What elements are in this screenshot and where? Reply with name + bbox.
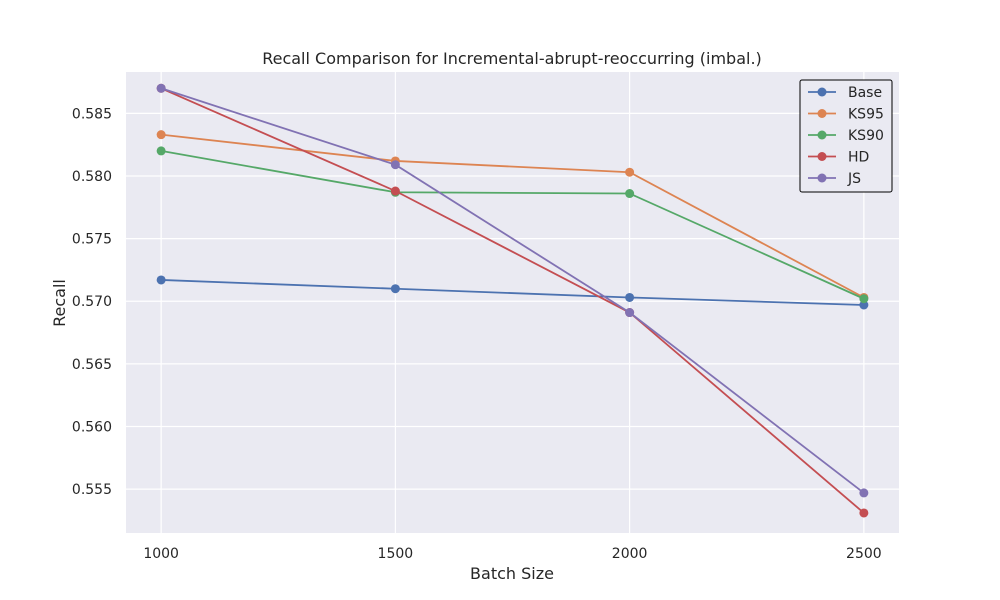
data-point-hd: [859, 508, 869, 518]
y-axis-ticks: 0.555 0.560 0.565 0.570 0.575 0.580 0.585: [72, 106, 112, 498]
y-tick-label: 0.560: [72, 420, 112, 436]
data-point-ks95: [156, 130, 166, 140]
series-base: [156, 275, 869, 310]
legend-marker-ks95: [817, 109, 827, 118]
data-point-base: [390, 284, 400, 294]
x-tick-label: 2500: [846, 546, 882, 562]
series-line-base: [161, 279, 864, 306]
y-tick-label: 0.555: [72, 482, 112, 498]
legend-label-ks90: KS90: [848, 128, 884, 144]
legend-marker-hd: [817, 152, 827, 161]
y-tick-label: 0.585: [72, 106, 112, 122]
y-tick-label: 0.570: [72, 294, 112, 310]
chart-title: Recall Comparison for Incremental-abrupt…: [262, 49, 762, 68]
x-axis-ticks: 1000 1500 2000 2500: [143, 546, 881, 562]
series-line-ks90: [160, 150, 865, 300]
data-point-ks90: [156, 146, 166, 156]
legend-marker-ks90: [817, 130, 827, 140]
legend-marker-base: [817, 87, 827, 97]
data-point-base: [156, 275, 166, 285]
legend-label-hd: HD: [848, 150, 869, 166]
series-layer: [156, 83, 869, 518]
x-tick-label: 1500: [378, 546, 414, 562]
data-point-hd: [390, 186, 400, 196]
data-point-ks90: [625, 189, 635, 199]
data-point-js: [625, 308, 635, 318]
data-point-ks95: [625, 167, 635, 177]
data-point-base: [625, 292, 635, 302]
series-js: [156, 83, 869, 498]
data-point-ks90: [859, 294, 869, 304]
series-line-ks95: [161, 133, 865, 299]
legend-label-base: Base: [848, 85, 882, 101]
x-tick-label: 2000: [612, 546, 648, 562]
y-tick-label: 0.580: [72, 169, 112, 185]
legend-label-js: JS: [847, 171, 861, 187]
data-point-js: [156, 83, 166, 93]
y-tick-label: 0.575: [72, 232, 112, 248]
y-tick-label: 0.565: [72, 357, 112, 373]
y-axis-label: Recall: [50, 279, 69, 327]
series-line-js: [160, 87, 865, 494]
legend-box: [799, 79, 893, 193]
legend: Base KS95 KS90 HD JS: [799, 79, 893, 193]
series-line-hd: [160, 87, 865, 514]
data-point-js: [390, 160, 400, 170]
legend-marker-js: [817, 173, 827, 183]
data-point-base: [859, 300, 869, 310]
x-axis-label: Batch Size: [470, 564, 554, 583]
legend-label-ks95: KS95: [848, 107, 884, 123]
x-tick-label: 1000: [143, 546, 179, 562]
data-point-js: [859, 488, 869, 498]
